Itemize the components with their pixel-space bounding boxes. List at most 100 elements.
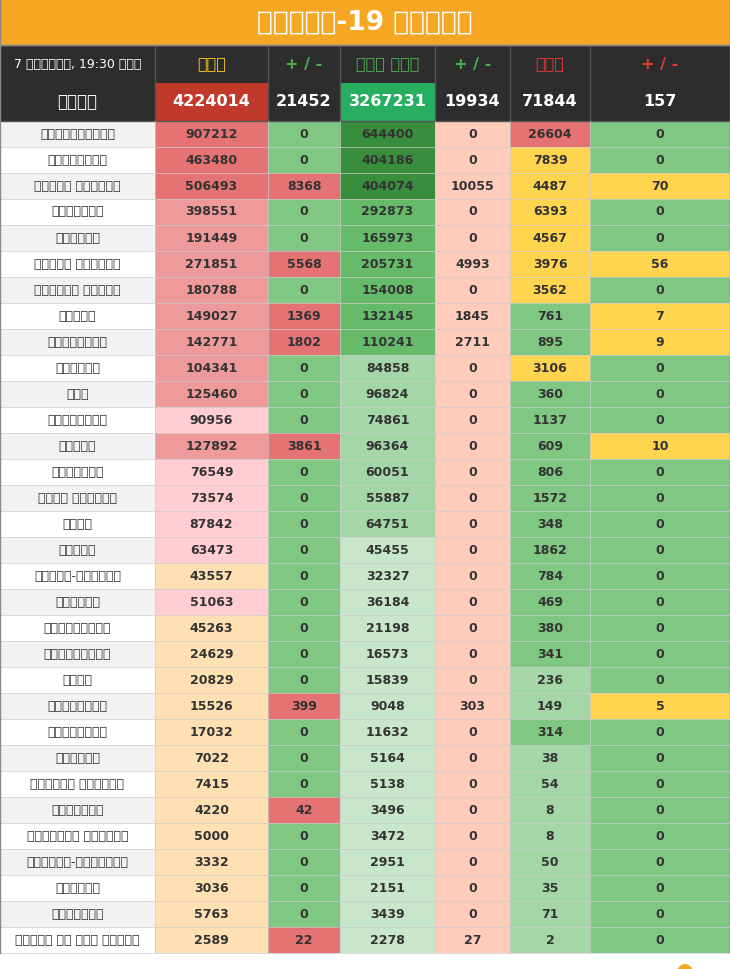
Text: 0: 0 bbox=[299, 596, 308, 609]
Text: 1137: 1137 bbox=[533, 414, 567, 426]
Text: 60051: 60051 bbox=[366, 465, 410, 479]
Text: 87842: 87842 bbox=[190, 517, 234, 530]
Text: 3439: 3439 bbox=[370, 908, 405, 921]
Text: 0: 0 bbox=[656, 596, 664, 609]
Text: 907212: 907212 bbox=[185, 128, 238, 141]
Text: 1572: 1572 bbox=[532, 491, 567, 505]
Text: 463480: 463480 bbox=[185, 153, 237, 167]
Text: 5763: 5763 bbox=[194, 908, 229, 921]
Text: 0: 0 bbox=[468, 440, 477, 453]
Text: 3472: 3472 bbox=[370, 829, 405, 842]
Text: 149027: 149027 bbox=[185, 309, 238, 323]
Text: 0: 0 bbox=[656, 465, 664, 479]
Text: 71: 71 bbox=[541, 908, 558, 921]
Text: 63473: 63473 bbox=[190, 544, 233, 556]
Text: 4220: 4220 bbox=[194, 803, 229, 817]
Text: 0: 0 bbox=[299, 856, 308, 868]
Text: 24629: 24629 bbox=[190, 647, 234, 661]
Text: 10: 10 bbox=[651, 440, 669, 453]
Text: 5568: 5568 bbox=[287, 258, 321, 270]
Text: 0: 0 bbox=[656, 232, 664, 244]
Text: 0: 0 bbox=[468, 829, 477, 842]
Text: 3496: 3496 bbox=[370, 803, 405, 817]
Text: 64751: 64751 bbox=[366, 517, 410, 530]
Text: ओडिशा: ओडिशा bbox=[58, 440, 96, 453]
Text: कुल: कुल bbox=[197, 56, 226, 72]
Text: 0: 0 bbox=[468, 803, 477, 817]
Text: 0: 0 bbox=[468, 153, 477, 167]
Text: 0: 0 bbox=[656, 908, 664, 921]
Text: हरियाणा: हरियाणा bbox=[51, 465, 104, 479]
Text: 0: 0 bbox=[299, 414, 308, 426]
Text: 399: 399 bbox=[291, 700, 317, 712]
Text: + / -: + / - bbox=[642, 56, 679, 72]
Text: 5: 5 bbox=[656, 700, 664, 712]
Text: 2589: 2589 bbox=[194, 933, 229, 947]
Text: 0: 0 bbox=[299, 205, 308, 218]
Text: 16573: 16573 bbox=[366, 647, 410, 661]
Text: 0: 0 bbox=[468, 856, 477, 868]
Text: 35: 35 bbox=[542, 882, 558, 894]
Text: 74861: 74861 bbox=[366, 414, 410, 426]
Text: 303: 303 bbox=[459, 700, 485, 712]
Text: 55887: 55887 bbox=[366, 491, 410, 505]
Text: मौत: मौत bbox=[536, 56, 564, 72]
Text: चंडीगढ़: चंडीगढ़ bbox=[51, 908, 104, 921]
Text: 404186: 404186 bbox=[361, 153, 414, 167]
Text: 0: 0 bbox=[656, 752, 664, 765]
Text: 21198: 21198 bbox=[366, 621, 410, 635]
Text: उत्तर प्रदेश: उत्तर प्रदेश bbox=[34, 258, 120, 270]
Text: 0: 0 bbox=[656, 856, 664, 868]
Text: 205731: 205731 bbox=[361, 258, 414, 270]
Text: 0: 0 bbox=[468, 777, 477, 791]
Text: 51063: 51063 bbox=[190, 596, 234, 609]
Text: 236: 236 bbox=[537, 673, 563, 686]
Text: 0: 0 bbox=[468, 882, 477, 894]
Text: 469: 469 bbox=[537, 596, 563, 609]
Text: 165973: 165973 bbox=[361, 232, 414, 244]
Text: 154008: 154008 bbox=[361, 284, 414, 297]
Text: 96364: 96364 bbox=[366, 440, 409, 453]
Text: 0: 0 bbox=[468, 232, 477, 244]
Text: 7 सितंबर, 19:30 बजे: 7 सितंबर, 19:30 बजे bbox=[14, 57, 141, 71]
Text: 8: 8 bbox=[546, 829, 554, 842]
Text: 70: 70 bbox=[651, 179, 669, 193]
Text: 0: 0 bbox=[656, 205, 664, 218]
Text: 0: 0 bbox=[656, 388, 664, 400]
Text: 3562: 3562 bbox=[533, 284, 567, 297]
Text: 895: 895 bbox=[537, 335, 563, 349]
Text: 42: 42 bbox=[295, 803, 312, 817]
Text: 0: 0 bbox=[468, 596, 477, 609]
Text: 1802: 1802 bbox=[287, 335, 321, 349]
Text: 27: 27 bbox=[464, 933, 481, 947]
Text: 5164: 5164 bbox=[370, 752, 405, 765]
Text: त्रिपुरा: त्रिपुरा bbox=[47, 700, 107, 712]
Text: 9048: 9048 bbox=[370, 700, 405, 712]
Text: 7022: 7022 bbox=[194, 752, 229, 765]
Text: 8: 8 bbox=[546, 803, 554, 817]
Text: 0: 0 bbox=[299, 908, 308, 921]
Text: 644400: 644400 bbox=[361, 128, 414, 141]
Text: 3332: 3332 bbox=[194, 856, 228, 868]
Text: राजस्थान: राजस्थान bbox=[47, 414, 107, 426]
Text: 191449: 191449 bbox=[185, 232, 238, 244]
Text: 3267231: 3267231 bbox=[348, 95, 426, 109]
Text: 5000: 5000 bbox=[194, 829, 229, 842]
Text: झारखंड: झारखंड bbox=[55, 596, 100, 609]
Text: 0: 0 bbox=[656, 153, 664, 167]
Text: 38: 38 bbox=[542, 752, 558, 765]
Text: 0: 0 bbox=[468, 673, 477, 686]
Text: 0: 0 bbox=[656, 491, 664, 505]
Text: 0: 0 bbox=[299, 882, 308, 894]
Text: 0: 0 bbox=[656, 882, 664, 894]
Text: 0: 0 bbox=[468, 414, 477, 426]
Text: 0: 0 bbox=[468, 544, 477, 556]
Text: बिहार: बिहार bbox=[58, 309, 96, 323]
Text: 3036: 3036 bbox=[194, 882, 228, 894]
Text: 17032: 17032 bbox=[190, 726, 234, 738]
Text: 110241: 110241 bbox=[361, 335, 414, 349]
Text: 22: 22 bbox=[295, 933, 312, 947]
Text: 0: 0 bbox=[299, 829, 308, 842]
Text: 0: 0 bbox=[656, 803, 664, 817]
Text: 0: 0 bbox=[468, 284, 477, 297]
